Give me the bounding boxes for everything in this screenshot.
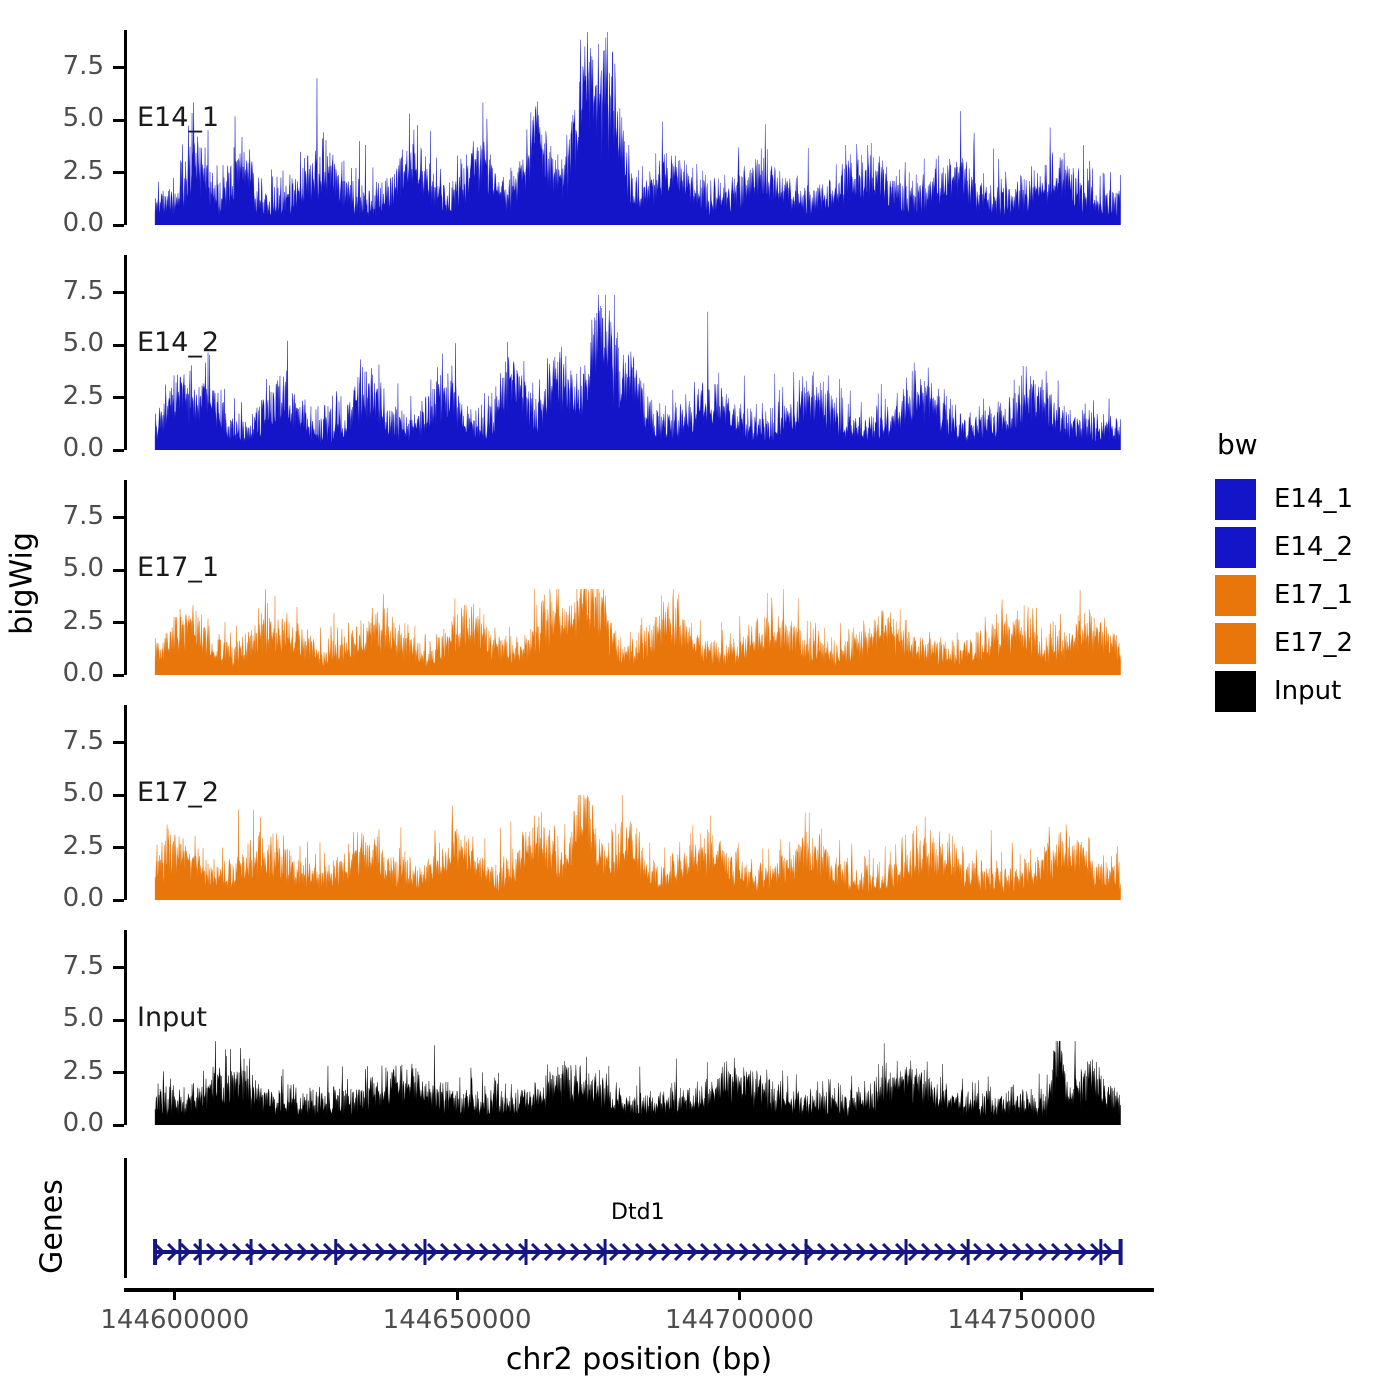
- x-axis-tick-label: 144750000: [947, 1305, 1097, 1335]
- legend-title: bw: [1217, 428, 1258, 461]
- legend-entry-label: E14_2: [1274, 532, 1354, 562]
- y-axis-tick-label: 2.5: [62, 830, 104, 861]
- y-axis-tick: [113, 898, 124, 902]
- panel-axis-line: [124, 480, 127, 675]
- track-signal-input[interactable]: [124, 930, 1146, 1125]
- track-name-label: E14_1: [137, 102, 220, 134]
- y-axis-tick-label: 5.0: [62, 103, 104, 134]
- track-panel-e14_2: 0.0 2.5 5.0 7.5 E14_2: [63, 255, 1146, 463]
- legend-entry-e17_1[interactable]: E17_1: [1215, 571, 1353, 619]
- x-axis-tick-label: 144650000: [382, 1305, 532, 1335]
- track-name-label: E17_2: [137, 777, 220, 809]
- track-panel-e17_1: 0.0 2.5 5.0 7.5 E17_1: [63, 480, 1146, 688]
- panel-axis-line: [124, 930, 127, 1125]
- y-axis-tick-label: 7.5: [62, 50, 104, 81]
- y-axis-tick: [113, 396, 124, 400]
- legend-color-swatch: [1215, 526, 1256, 568]
- y-axis-tick: [113, 223, 124, 227]
- track-signal-e14_2[interactable]: [124, 255, 1146, 450]
- legend-entry-label: E14_1: [1274, 484, 1354, 514]
- gene-model-glyph[interactable]: [124, 1158, 1146, 1278]
- y-axis-tick-label: 5.0: [62, 328, 104, 359]
- legend-entry-e14_2[interactable]: E14_2: [1215, 523, 1353, 571]
- y-axis-tick-label: 0.0: [62, 883, 104, 913]
- track-name-label: E14_2: [137, 327, 220, 359]
- x-axis-title: chr2 position (bp): [505, 1342, 773, 1377]
- y-axis-tick: [113, 741, 124, 745]
- legend-entry-label: E17_1: [1274, 580, 1354, 610]
- y-axis-tick: [113, 1071, 124, 1075]
- legend-color-swatch: [1215, 478, 1256, 520]
- y-axis-tick: [113, 1123, 124, 1127]
- y-axis-tick: [113, 291, 124, 295]
- x-axis-tick: [1020, 1288, 1024, 1300]
- track-name-label: Input: [137, 1002, 207, 1034]
- y-axis-tick: [113, 118, 124, 122]
- y-axis-tick: [113, 1018, 124, 1022]
- x-axis-tick: [173, 1288, 177, 1300]
- panel-axis-line: [124, 30, 127, 225]
- y-axis-tick: [113, 966, 124, 970]
- gene-name-label: Dtd1: [611, 1200, 665, 1225]
- y-axis-tick-label: 0.0: [62, 433, 104, 463]
- x-axis-tick: [737, 1288, 741, 1300]
- gene-panel: Dtd1: [124, 1158, 1146, 1278]
- legend-entry-input[interactable]: Input: [1215, 667, 1353, 715]
- legend-color-swatch: [1215, 622, 1256, 664]
- legend-entry-e17_2[interactable]: E17_2: [1215, 619, 1353, 667]
- y-axis-tick-label: 7.5: [62, 500, 104, 531]
- legend-entry-label: Input: [1274, 676, 1342, 706]
- y-axis-tick: [113, 343, 124, 347]
- track-signal-e14_1[interactable]: [124, 30, 1146, 225]
- y-axis-tick-label: 0.0: [62, 208, 104, 238]
- y-axis-tick: [113, 568, 124, 572]
- y-axis-tick: [113, 448, 124, 452]
- y-axis-tick-label: 0.0: [62, 1108, 104, 1138]
- track-name-label: E17_1: [137, 552, 220, 584]
- y-axis-tick: [113, 793, 124, 797]
- y-axis-tick: [113, 171, 124, 175]
- y-axis-tick: [113, 673, 124, 677]
- legend: bw E14_1 E14_2 E17_1 E17_2 Input: [1215, 428, 1353, 715]
- y-axis-tick-label: 2.5: [62, 380, 104, 411]
- track-panel-e17_2: 0.0 2.5 5.0 7.5 E17_2: [63, 705, 1146, 913]
- legend-entry-label: E17_2: [1274, 628, 1354, 658]
- y-axis-tick-label: 7.5: [62, 725, 104, 756]
- x-axis-line: [124, 1288, 1154, 1292]
- panel-axis-line: [124, 705, 127, 900]
- track-panel-e14_1: 0.0 2.5 5.0 7.5 E14_1: [63, 30, 1146, 238]
- y-axis-tick: [113, 66, 124, 70]
- y-axis-tick-label: 5.0: [62, 553, 104, 584]
- y-axis-tick-label: 2.5: [62, 155, 104, 186]
- legend-color-swatch: [1215, 574, 1256, 616]
- x-axis-tick-label: 144700000: [665, 1305, 814, 1335]
- x-axis-tick: [455, 1288, 459, 1300]
- x-axis-tick-label: 144600000: [100, 1305, 250, 1335]
- y-axis-tick: [113, 516, 124, 520]
- y-axis-tick-label: 0.0: [62, 658, 104, 688]
- y-axis-tick-label: 7.5: [62, 275, 104, 306]
- y-axis-tick-label: 2.5: [62, 1055, 104, 1086]
- y-axis-title-genes: Genes: [34, 1179, 70, 1274]
- y-axis-tick: [113, 621, 124, 625]
- y-axis-tick-label: 5.0: [62, 1003, 104, 1034]
- y-axis-tick-label: 2.5: [62, 605, 104, 636]
- y-axis-tick-label: 5.0: [62, 778, 104, 809]
- y-axis-tick-label: 7.5: [62, 950, 104, 981]
- legend-entries: E14_1 E14_2 E17_1 E17_2 Input: [1215, 475, 1353, 715]
- track-signal-e17_1[interactable]: [124, 480, 1146, 675]
- legend-color-swatch: [1215, 670, 1256, 712]
- legend-entry-e14_1[interactable]: E14_1: [1215, 475, 1353, 523]
- gene-panel-axis-line: [124, 1158, 127, 1278]
- panel-axis-line: [124, 255, 127, 450]
- track-signal-e17_2[interactable]: [124, 705, 1146, 900]
- y-axis-tick: [113, 846, 124, 850]
- track-panel-input: 0.0 2.5 5.0 7.5 Input: [63, 930, 1146, 1138]
